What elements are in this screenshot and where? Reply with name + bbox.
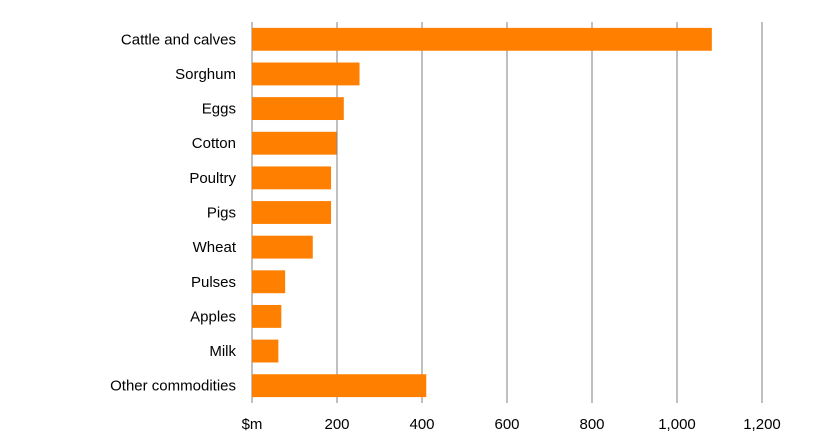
bar-pigs (252, 201, 332, 224)
bar-pulses (252, 270, 286, 294)
bars (252, 27, 712, 398)
category-label: Cattle and calves (121, 31, 236, 48)
bar-sorghum (252, 62, 360, 86)
category-label: Pulses (191, 274, 236, 291)
bar-eggs (252, 97, 344, 121)
bar-wheat (252, 235, 313, 259)
bar-milk (252, 339, 279, 363)
x-tick-label: 200 (324, 416, 349, 433)
x-tick-label: 400 (409, 416, 434, 433)
x-tick-label: 1,000 (658, 416, 696, 433)
category-label: Poultry (189, 170, 236, 187)
category-label: Wheat (193, 239, 237, 256)
bar-other-commodities (252, 374, 427, 398)
x-tick-label: 600 (494, 416, 519, 433)
x-tick-label: $m (242, 416, 263, 433)
bar-cotton (252, 131, 337, 155)
category-label: Eggs (202, 101, 236, 118)
x-tick-label: 1,200 (743, 416, 781, 433)
x-tick-labels: $m 200 400 600 800 1,000 1,200 (242, 416, 781, 433)
bar-cattle-and-calves (252, 27, 712, 51)
category-labels: Cattle and calves Sorghum Eggs Cotton Poultr… (110, 31, 237, 394)
category-label: Other commodities (110, 378, 236, 395)
category-label: Pigs (207, 205, 236, 222)
category-label: Sorghum (175, 66, 236, 83)
x-tick-label: 800 (579, 416, 604, 433)
bar-apples (252, 304, 282, 328)
category-label: Apples (190, 308, 236, 325)
category-label: Milk (209, 343, 236, 360)
category-label: Cotton (192, 135, 236, 152)
gridlines (251, 22, 763, 403)
bar-poultry (252, 166, 332, 190)
